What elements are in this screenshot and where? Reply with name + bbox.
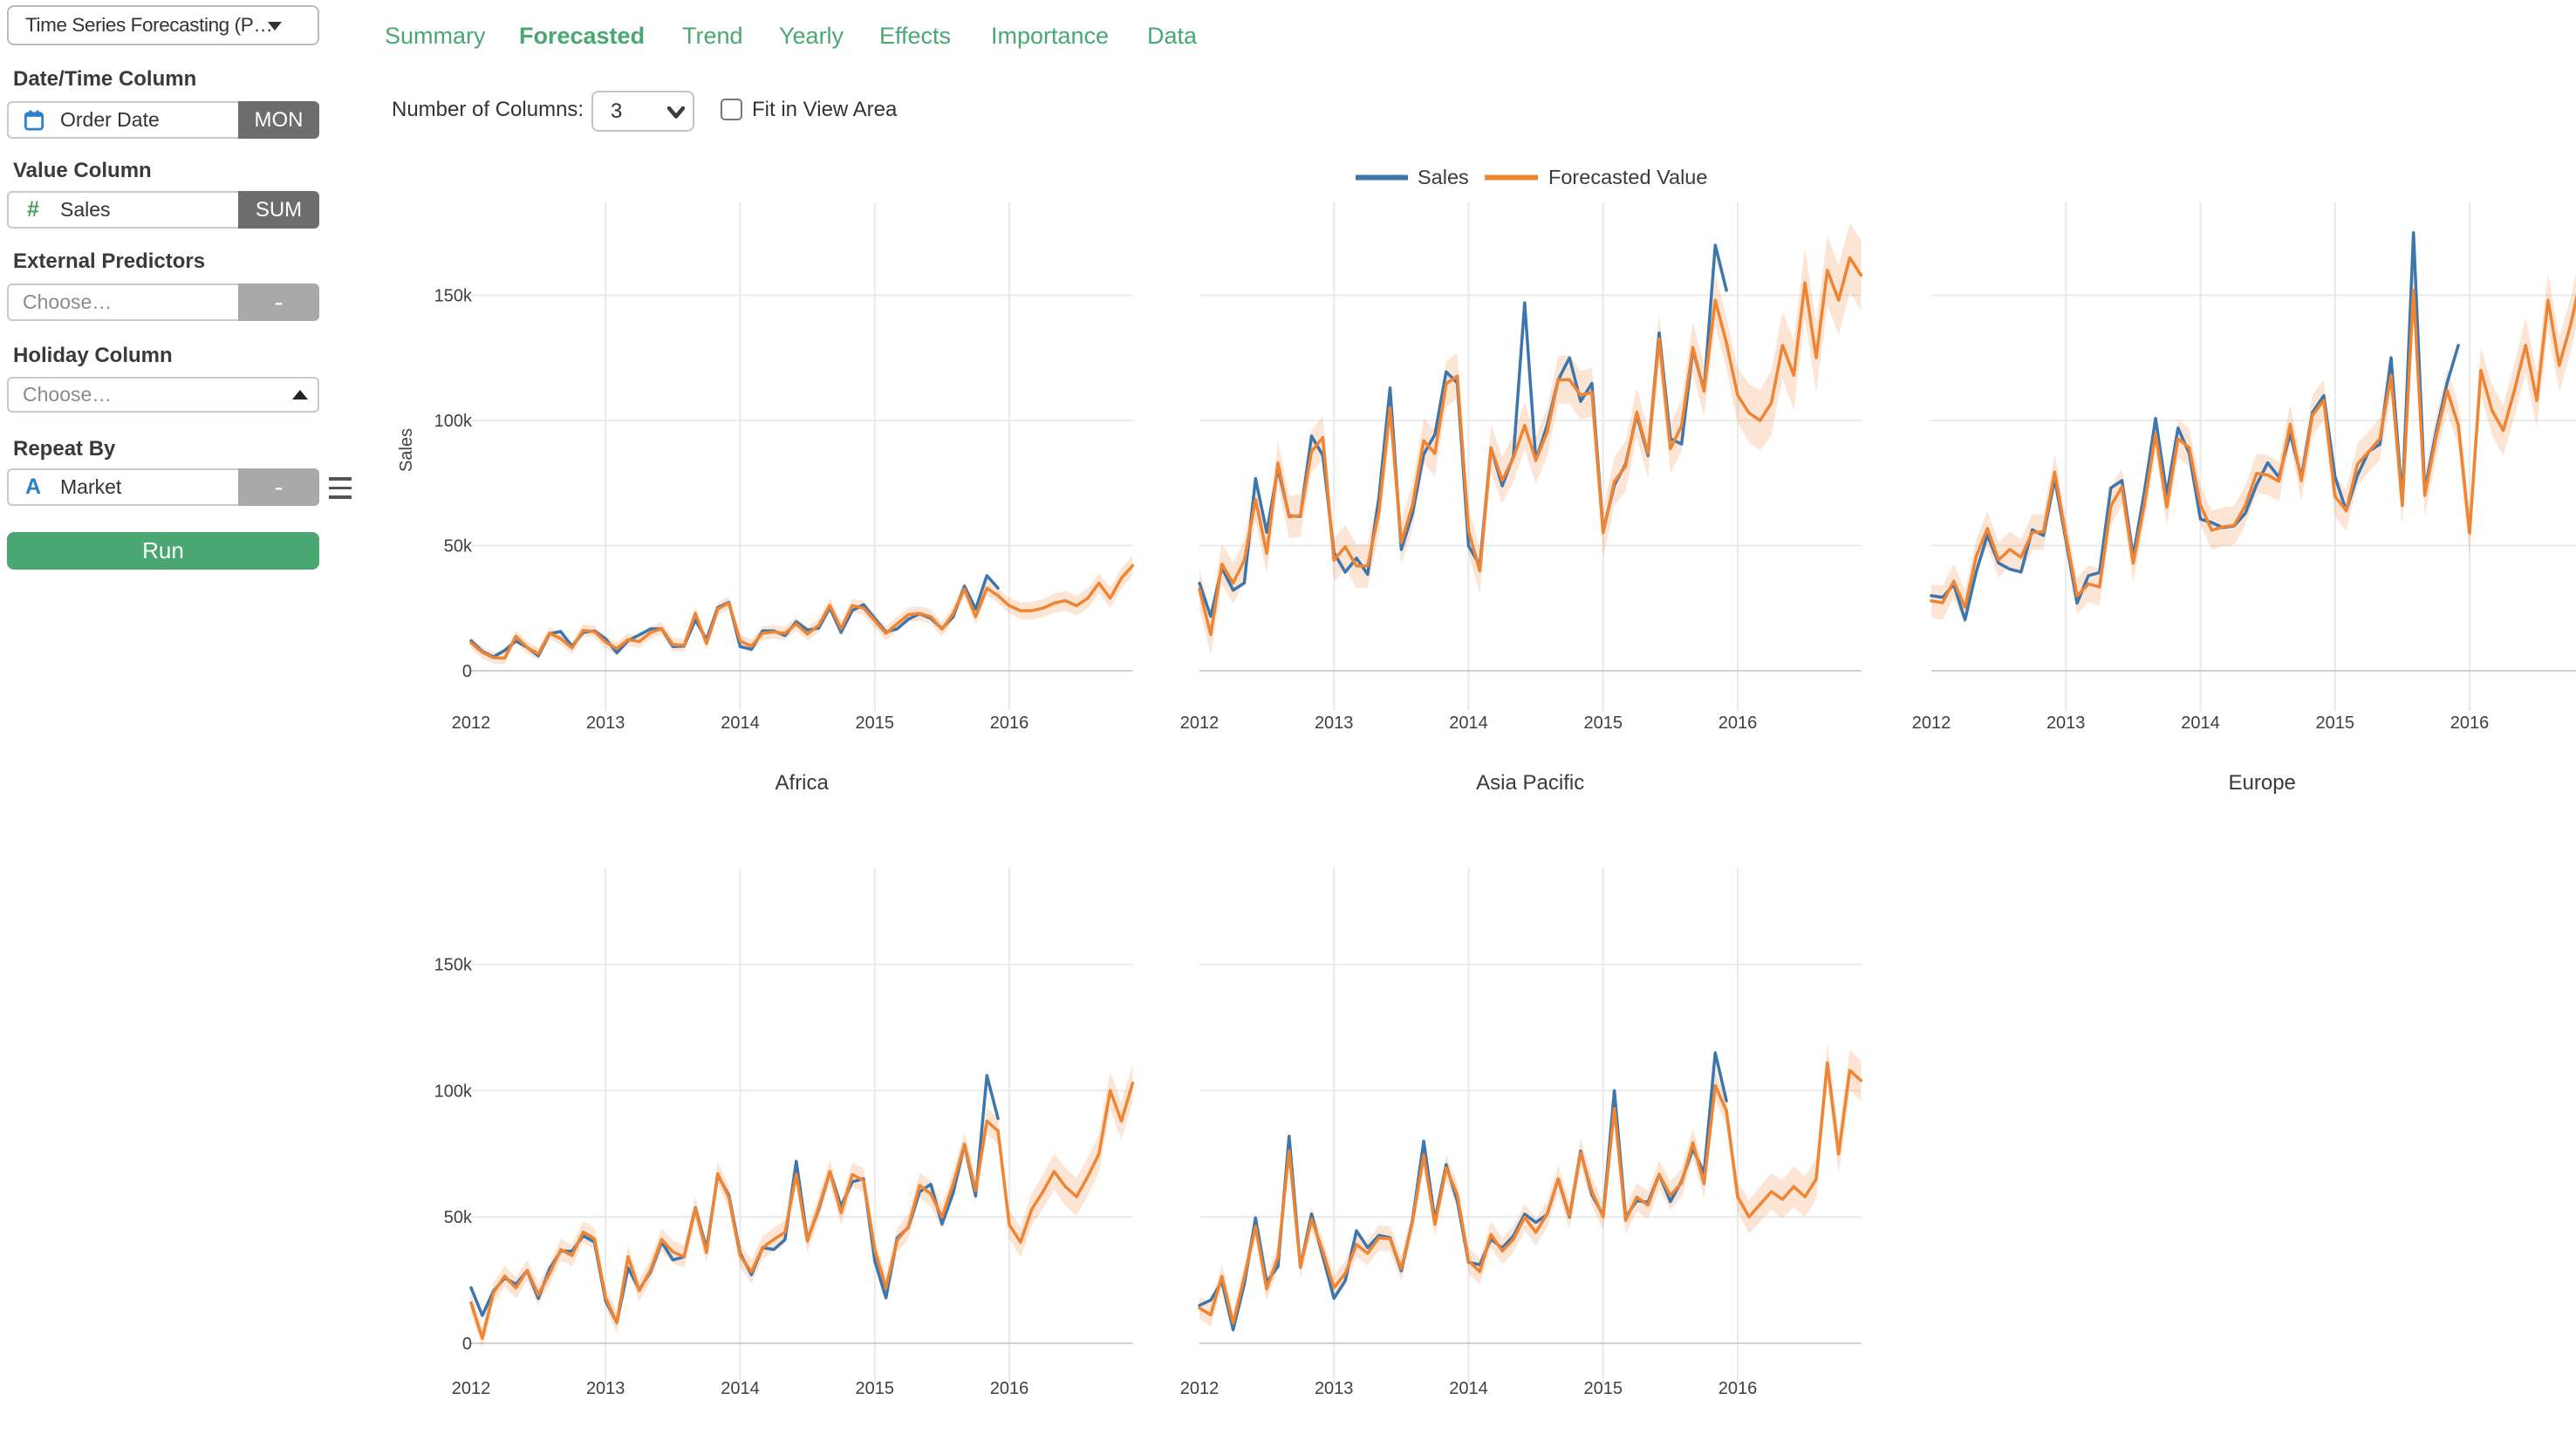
svg-text:2012: 2012 bbox=[452, 1379, 491, 1398]
svg-text:2015: 2015 bbox=[1584, 1379, 1623, 1398]
svg-text:2013: 2013 bbox=[2046, 714, 2086, 733]
svg-text:100k: 100k bbox=[434, 1082, 473, 1101]
svg-text:150k: 150k bbox=[434, 956, 473, 975]
svg-text:2012: 2012 bbox=[452, 714, 491, 733]
svg-text:2013: 2013 bbox=[586, 714, 625, 733]
svg-text:2014: 2014 bbox=[721, 1379, 760, 1398]
svg-text:2012: 2012 bbox=[1912, 714, 1951, 733]
svg-text:50k: 50k bbox=[444, 537, 473, 557]
svg-text:2014: 2014 bbox=[2181, 714, 2220, 733]
svg-text:2016: 2016 bbox=[1718, 1379, 1758, 1398]
svg-text:100k: 100k bbox=[434, 412, 473, 431]
svg-text:2016: 2016 bbox=[1718, 714, 1758, 733]
svg-text:Europe: Europe bbox=[2229, 771, 2296, 795]
svg-text:2015: 2015 bbox=[856, 1379, 895, 1398]
svg-text:Asia Pacific: Asia Pacific bbox=[1476, 771, 1584, 795]
svg-text:Forecasted Value: Forecasted Value bbox=[1548, 166, 1707, 188]
svg-text:2016: 2016 bbox=[990, 1379, 1029, 1398]
svg-text:Sales: Sales bbox=[1418, 166, 1469, 188]
svg-text:2014: 2014 bbox=[1449, 1379, 1488, 1398]
svg-text:150k: 150k bbox=[434, 287, 473, 306]
svg-text:2014: 2014 bbox=[721, 714, 760, 733]
svg-text:2016: 2016 bbox=[2450, 714, 2490, 733]
svg-text:2014: 2014 bbox=[1449, 714, 1488, 733]
svg-text:2015: 2015 bbox=[856, 714, 895, 733]
svg-text:Sales: Sales bbox=[397, 428, 416, 472]
svg-text:2013: 2013 bbox=[586, 1379, 625, 1398]
svg-text:0: 0 bbox=[462, 662, 472, 681]
svg-text:0: 0 bbox=[462, 1335, 472, 1354]
svg-text:2013: 2013 bbox=[1315, 714, 1354, 733]
svg-text:2015: 2015 bbox=[1584, 714, 1623, 733]
svg-text:2015: 2015 bbox=[2316, 714, 2355, 733]
svg-text:50k: 50k bbox=[444, 1208, 473, 1227]
svg-text:2012: 2012 bbox=[1180, 1379, 1220, 1398]
svg-text:2013: 2013 bbox=[1315, 1379, 1354, 1398]
svg-text:2016: 2016 bbox=[990, 714, 1029, 733]
svg-text:2012: 2012 bbox=[1180, 714, 1220, 733]
svg-text:Africa: Africa bbox=[776, 771, 830, 795]
